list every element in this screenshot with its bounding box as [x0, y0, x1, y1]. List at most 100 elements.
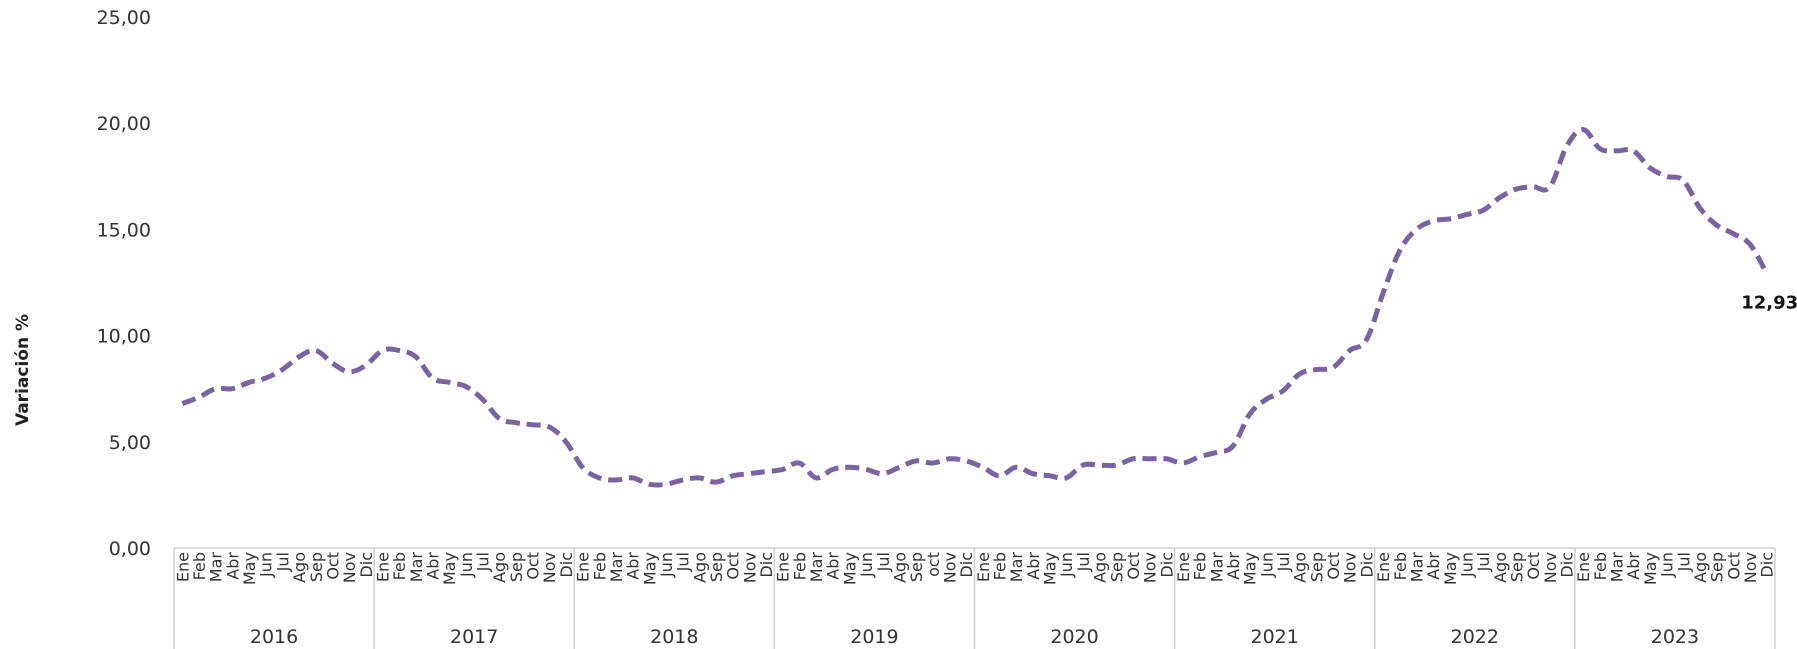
month-label: Sep	[1107, 552, 1126, 582]
month-label: Ene	[373, 552, 392, 582]
month-label: Feb	[590, 552, 609, 580]
y-tick-label: 25,00	[97, 7, 151, 29]
month-label: Abr	[1224, 552, 1243, 580]
y-axis-label: Variación %	[13, 314, 33, 426]
month-label: Feb	[1391, 552, 1410, 580]
x-axis: 2016EneFebMarAbrMayJunJulAgoSepOctNovDic…	[173, 547, 1777, 649]
month-label: Nov	[740, 552, 759, 583]
month-label: Feb	[1591, 552, 1610, 580]
month-label: Ago	[890, 552, 909, 583]
month-label: Nov	[1741, 552, 1760, 583]
month-label: Ago	[1691, 552, 1710, 583]
month-label: Jul	[674, 552, 693, 572]
month-label: Feb	[991, 552, 1010, 580]
month-label: Ene	[1174, 552, 1193, 582]
month-label: Sep	[307, 552, 326, 582]
month-label: Dic	[557, 552, 576, 578]
month-label: Mar	[1608, 552, 1627, 583]
month-label: Sep	[1708, 552, 1727, 582]
month-label: Mar	[407, 552, 426, 583]
month-label: Jul	[1274, 552, 1293, 572]
month-label: Abr	[1424, 552, 1443, 580]
month-label: Oct	[1324, 552, 1343, 580]
month-label: Abr	[824, 552, 843, 580]
month-label: May	[440, 552, 459, 585]
month-label: May	[840, 552, 859, 585]
y-tick-label: 10,00	[97, 326, 151, 348]
month-label: Oct	[724, 552, 743, 580]
month-label: Dic	[1558, 552, 1577, 578]
month-label: Jun	[1057, 552, 1076, 578]
month-label: Sep	[907, 552, 926, 582]
month-label: Jul	[273, 552, 292, 572]
month-label: Nov	[940, 552, 959, 583]
month-label: Oct	[323, 552, 342, 580]
month-label: Mar	[607, 552, 626, 583]
month-label: Abr	[1024, 552, 1043, 580]
month-label: Jul	[1474, 552, 1493, 572]
month-label: Jun	[657, 552, 676, 578]
month-label: Oct	[1124, 552, 1143, 580]
month-label: Mar	[1007, 552, 1026, 583]
month-label: Sep	[1508, 552, 1527, 582]
month-label: May	[1041, 552, 1060, 585]
month-label: Ago	[690, 552, 709, 583]
month-label: Abr	[223, 552, 242, 580]
month-label: Dic	[1758, 552, 1777, 578]
month-label: Jun	[257, 552, 276, 578]
month-label: Mar	[207, 552, 226, 583]
year-label: 2023	[1651, 626, 1699, 648]
month-label: Abr	[624, 552, 643, 580]
month-label: Abr	[423, 552, 442, 580]
month-label: Ago	[490, 552, 509, 583]
month-label: Ene	[1574, 552, 1593, 582]
month-label: Ago	[1091, 552, 1110, 583]
month-label: Nov	[540, 552, 559, 583]
month-label: Jun	[857, 552, 876, 578]
month-label: Jul	[1074, 552, 1093, 572]
month-label: Jul	[874, 552, 893, 572]
month-label: Feb	[390, 552, 409, 580]
year-label: 2020	[1050, 626, 1098, 648]
year-label: 2016	[250, 626, 298, 648]
month-label: Feb	[190, 552, 209, 580]
y-tick-label: 15,00	[97, 219, 151, 241]
year-label: 2022	[1451, 626, 1499, 648]
y-axis-ticks: 0,00 5,00 10,00 15,00 20,00 25,00	[97, 7, 151, 560]
month-label: Ene	[974, 552, 993, 582]
month-label: May	[1441, 552, 1460, 585]
month-label: Nov	[1141, 552, 1160, 583]
month-label: Oct	[1524, 552, 1543, 580]
year-label: 2021	[1251, 626, 1299, 648]
y-tick-label: 20,00	[97, 113, 151, 135]
month-label: Oct	[524, 552, 543, 580]
month-label: Mar	[1407, 552, 1426, 583]
month-label: Oct	[1724, 552, 1743, 580]
month-label: Abr	[1624, 552, 1643, 580]
month-label: Sep	[1307, 552, 1326, 582]
month-label: May	[1241, 552, 1260, 585]
month-label: May	[640, 552, 659, 585]
month-label: Ene	[173, 552, 192, 582]
month-label: Nov	[340, 552, 359, 583]
end-value-label: 12,93	[1741, 292, 1797, 313]
month-label: Ago	[1491, 552, 1510, 583]
month-label: Dic	[757, 552, 776, 578]
month-label: Ene	[774, 552, 793, 582]
month-label: Nov	[1541, 552, 1560, 583]
month-label: Jul	[1674, 552, 1693, 572]
month-label: Sep	[707, 552, 726, 582]
month-label: Nov	[1341, 552, 1360, 583]
year-label: 2018	[650, 626, 698, 648]
month-label: Jun	[1257, 552, 1276, 578]
month-label: Ago	[1291, 552, 1310, 583]
month-label: Mar	[807, 552, 826, 583]
month-label: oct	[924, 552, 943, 577]
month-label: Jun	[457, 552, 476, 578]
month-label: Jun	[1457, 552, 1476, 578]
y-tick-label: 5,00	[109, 432, 151, 454]
month-label: Dic	[1357, 552, 1376, 578]
year-label: 2019	[850, 626, 898, 648]
month-label: Ene	[574, 552, 593, 582]
